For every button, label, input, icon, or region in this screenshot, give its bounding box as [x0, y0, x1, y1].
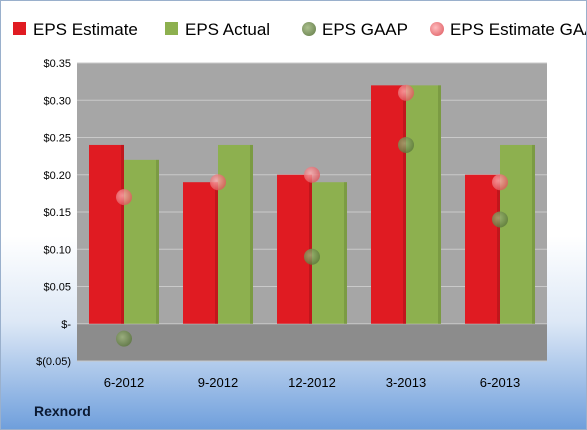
company-name: Rexnord: [34, 403, 91, 419]
point-eps-estimate-gaap: [492, 174, 508, 191]
bar-eps-estimate: [183, 182, 218, 324]
y-tick-label: $0.35: [43, 58, 71, 70]
point-eps-gaap: [492, 211, 508, 228]
bar-eps-actual: [218, 144, 253, 324]
legend-swatch: [430, 22, 444, 36]
point-eps-estimate-gaap: [304, 166, 320, 183]
bar-eps-estimate: [277, 174, 312, 324]
point-eps-estimate-gaap: [116, 189, 132, 206]
legend-item: EPS GAAP: [302, 20, 408, 39]
y-tick-label: $0.05: [43, 282, 71, 294]
legend-swatch: [165, 22, 178, 35]
point-eps-gaap: [304, 248, 320, 265]
x-tick-label: 3-2013: [386, 375, 426, 390]
bar-eps-estimate: [89, 144, 124, 324]
bar-eps-estimate: [371, 85, 406, 324]
y-tick-label: $0.30: [43, 95, 71, 107]
legend-swatch: [302, 22, 316, 36]
point-eps-estimate-gaap: [210, 174, 226, 191]
y-tick-label: $0.25: [43, 133, 71, 145]
legend-label: EPS Estimate GAAP: [450, 20, 586, 39]
bar-eps-actual: [406, 85, 441, 324]
bar-shade: [497, 174, 500, 324]
bar-shade: [403, 85, 406, 324]
y-tick-label: $0.20: [43, 170, 71, 182]
bar-eps-actual: [124, 159, 159, 324]
y-tick-label: $(0.05): [36, 356, 71, 368]
legend-swatch: [13, 22, 26, 35]
y-tick-label: $-: [61, 319, 71, 331]
bar-shade: [344, 182, 347, 324]
plot-background-negative: [77, 323, 547, 361]
legend-label: EPS GAAP: [322, 20, 408, 39]
legend-label: EPS Estimate: [33, 20, 138, 39]
legend-item: EPS Actual: [165, 20, 270, 39]
y-tick-label: $0.15: [43, 207, 71, 219]
bar-shade: [121, 144, 124, 324]
point-eps-gaap: [398, 136, 414, 153]
x-tick-label: 12-2012: [288, 375, 336, 390]
legend-item: EPS Estimate GAAP: [430, 20, 586, 39]
bar-eps-estimate: [465, 174, 500, 324]
bar-shade: [438, 85, 441, 324]
bar-shade: [532, 144, 535, 324]
y-tick-label: $0.10: [43, 244, 71, 256]
x-tick-label: 6-2012: [104, 375, 144, 390]
x-tick-label: 6-2013: [480, 375, 520, 390]
x-tick-label: 9-2012: [198, 375, 238, 390]
bar-shade: [215, 182, 218, 324]
legend: EPS Estimate EPS Actual EPS GAAP EPS Estima…: [13, 20, 586, 39]
plot-area: $0.35 $0.30 $0.25 $0.20 $0.15 $0.10 $0.05 $- $(0…: [36, 58, 547, 390]
point-eps-estimate-gaap: [398, 84, 414, 101]
bar-shade: [156, 159, 159, 324]
bar-shade: [250, 144, 253, 324]
legend-item: EPS Estimate: [13, 20, 138, 39]
legend-label: EPS Actual: [185, 20, 270, 39]
point-eps-gaap: [116, 330, 132, 347]
bar-eps-actual: [500, 144, 535, 324]
